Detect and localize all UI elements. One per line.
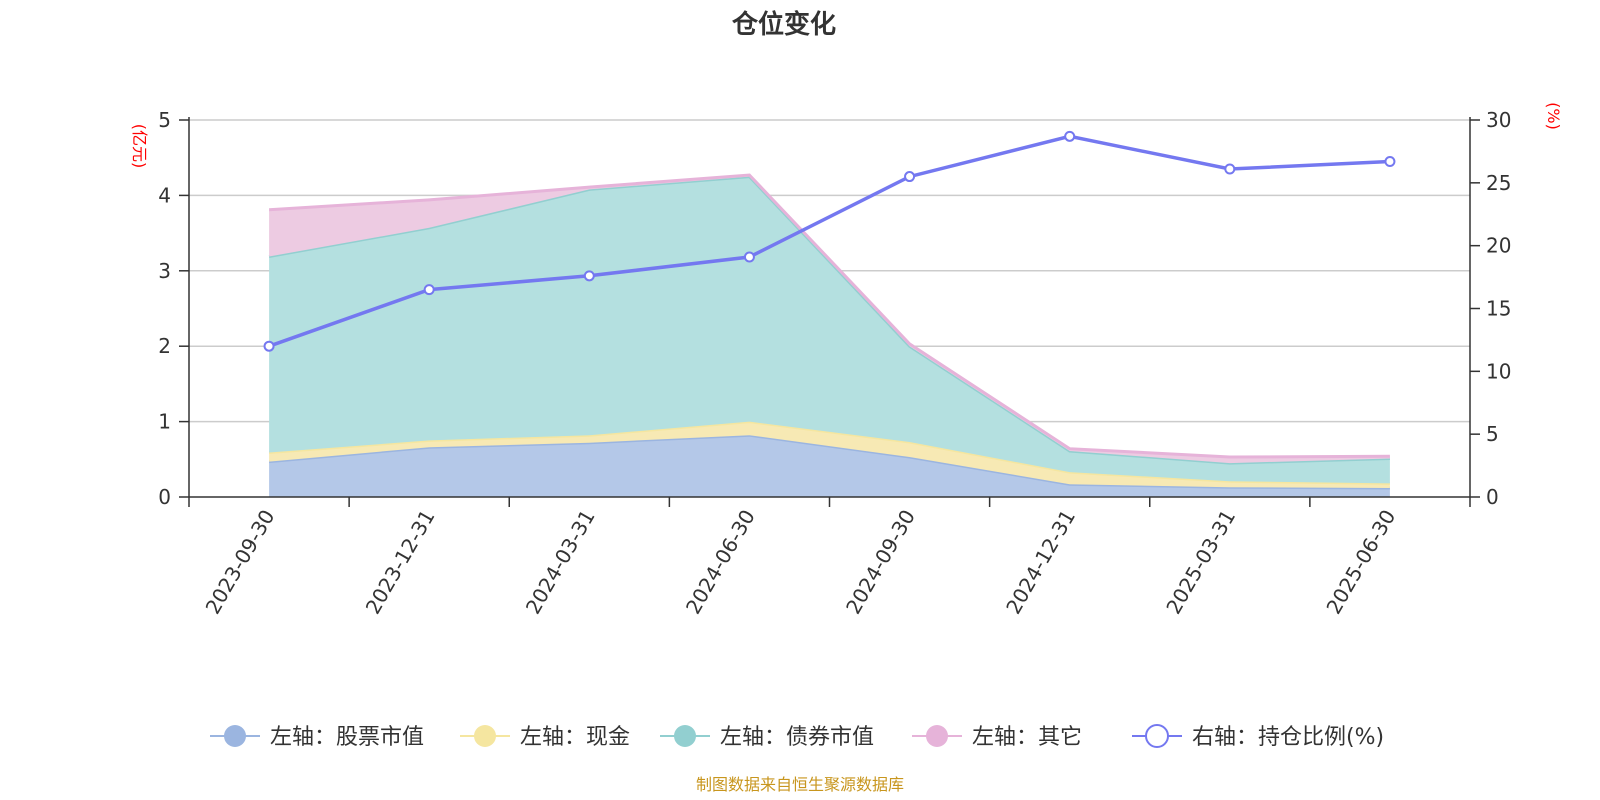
stacked-areas	[268, 173, 1390, 497]
right-axis-tick-label: 0	[1486, 485, 1499, 509]
x-axis-tick-label: 2024-12-31	[1001, 506, 1080, 619]
ratio-point	[743, 251, 755, 263]
left-axis-tick-label: 0	[158, 485, 171, 509]
right-axis-tick-label: 25	[1486, 171, 1511, 195]
legend-swatch	[674, 725, 696, 747]
area-左轴：现金	[269, 421, 1390, 488]
ratio-point	[583, 270, 595, 282]
x-axis-tick-label: 2023-12-31	[361, 506, 440, 619]
x-axis-tick-label: 2024-06-30	[681, 506, 760, 619]
left-axis-tick-label: 3	[158, 259, 171, 283]
ratio-point	[263, 340, 275, 352]
ratio-point	[423, 284, 435, 296]
x-axis-tick-label: 2025-03-31	[1161, 506, 1240, 619]
area-左轴：股票市值	[269, 435, 1390, 497]
x-axis-tick-label: 2024-03-31	[521, 506, 600, 619]
right-axis-tick-label: 30	[1486, 108, 1511, 132]
ratio-line	[263, 130, 1396, 352]
x-axis-tick-label: 2023-09-30	[200, 506, 279, 619]
left-axis-tick-label: 1	[158, 410, 171, 434]
left-axis-tick-label: 4	[158, 183, 171, 207]
legend: 左轴：股票市值 左轴：现金 左轴：债券市值 左轴：其它 右轴：持仓比例(%)	[210, 724, 1384, 750]
data-source-note: 制图数据来自恒生聚源数据库	[696, 775, 904, 794]
right-axis-tick-label: 20	[1486, 234, 1511, 258]
legend-label: 左轴：股票市值	[270, 725, 424, 750]
right-axis-tick-label: 15	[1486, 297, 1511, 321]
area-左轴：债券市值	[269, 176, 1390, 484]
right-axis-unit: (%)	[1544, 102, 1563, 130]
left-axis-tick-label: 5	[158, 108, 171, 132]
legend-label: 左轴：债券市值	[720, 725, 874, 750]
right-axis-tick-label: 5	[1486, 422, 1499, 446]
left-axis-tick-label: 2	[158, 334, 171, 358]
legend-label: 左轴：现金	[520, 725, 630, 750]
legend-label: 左轴：其它	[972, 725, 1082, 750]
chart-title: 仓位变化	[731, 9, 836, 40]
ratio-point	[904, 171, 916, 183]
x-axis-tick-label: 2024-09-30	[841, 506, 920, 619]
legend-swatch	[474, 725, 496, 747]
ratio-line-path	[268, 134, 1390, 348]
legend-swatch	[224, 725, 246, 747]
ratio-point	[1224, 163, 1236, 175]
legend-swatch	[1145, 724, 1169, 748]
right-axis-tick-label: 10	[1486, 359, 1511, 383]
left-axis-unit: (亿元)	[130, 124, 149, 169]
legend-label: 右轴：持仓比例(%)	[1192, 725, 1384, 750]
x-axis-tick-label: 2025-06-30	[1321, 506, 1400, 619]
ratio-point	[1064, 130, 1076, 142]
legend-swatch	[926, 725, 948, 747]
ratio-point	[1384, 155, 1396, 167]
area-edge-左轴：其它	[269, 173, 1390, 459]
